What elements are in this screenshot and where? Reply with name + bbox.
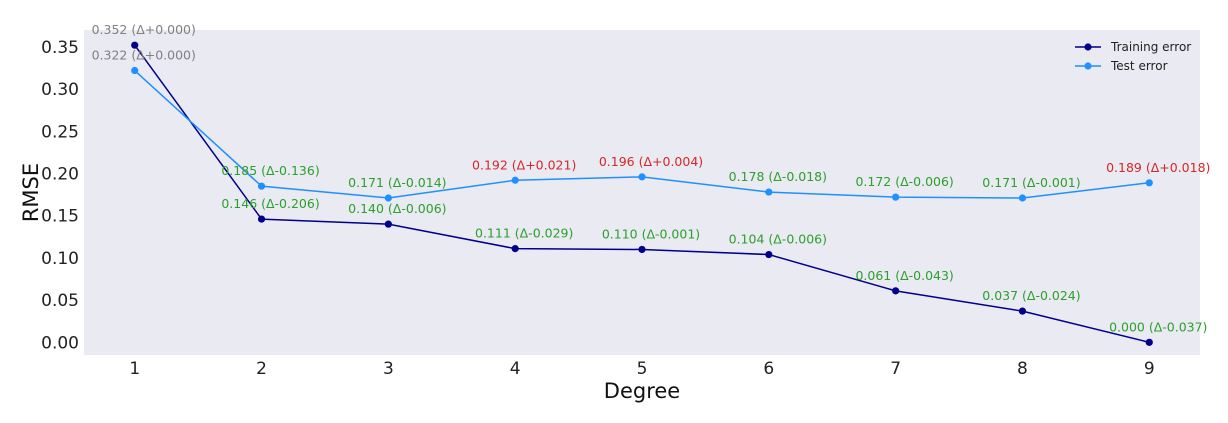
data-point (131, 41, 139, 49)
data-label: 0.196 (Δ+0.004) (599, 154, 703, 169)
y-axis-label: RMSE (19, 163, 43, 222)
data-label: 0.189 (Δ+0.018) (1106, 160, 1210, 175)
x-tick-label: 5 (637, 359, 648, 379)
x-tick-label: 1 (129, 359, 140, 379)
x-axis-label: Degree (604, 379, 680, 403)
plot-background (84, 30, 1200, 355)
y-tick-label: 0.15 (41, 207, 79, 227)
legend-item: Training error (1075, 40, 1191, 54)
x-tick-label: 8 (1017, 359, 1028, 379)
data-point (638, 173, 646, 181)
data-label: 0.037 (Δ-0.024) (982, 288, 1080, 303)
data-label: 0.185 (Δ-0.136) (221, 163, 319, 178)
data-label: 0.192 (Δ+0.021) (472, 157, 576, 172)
data-point (765, 250, 773, 259)
y-tick-label: 0.10 (41, 249, 79, 269)
data-point (384, 194, 392, 202)
x-tick-label: 9 (1144, 359, 1155, 379)
data-point (257, 182, 266, 190)
x-tick-label: 7 (890, 359, 901, 379)
data-label: 0.146 (Δ-0.206) (221, 196, 319, 211)
legend-marker (1084, 62, 1092, 70)
data-point (892, 287, 900, 295)
y-axis-ticks: 0.00 0.05 0.10 0.15 0.20 0.25 0.30 0.35 (41, 38, 79, 353)
data-label: 0.110 (Δ-0.001) (602, 226, 700, 241)
legend-item: Test error (1075, 59, 1168, 73)
data-point (1145, 179, 1153, 187)
x-tick-label: 4 (510, 359, 521, 379)
data-label: 0.171 (Δ-0.014) (348, 175, 446, 190)
data-point (1018, 307, 1027, 315)
series-training-error (131, 41, 1153, 346)
annotation-layer: 0.352 (Δ+0.000) 0.146 (Δ-0.206) 0.140 (Δ-0… (92, 22, 1211, 334)
data-label: 0.172 (Δ-0.006) (855, 174, 953, 189)
data-label: 0.322 (Δ+0.000) (92, 48, 196, 63)
legend-marker (1084, 43, 1092, 51)
data-point (384, 220, 392, 228)
y-tick-label: 0.30 (41, 80, 79, 100)
y-tick-label: 0.35 (41, 38, 79, 58)
legend: Training error Test error (1075, 40, 1191, 73)
data-label: 0.061 (Δ-0.043) (855, 268, 953, 283)
data-label: 0.140 (Δ-0.006) (348, 201, 446, 216)
data-label: 0.104 (Δ-0.006) (729, 232, 827, 247)
data-point (1145, 338, 1153, 346)
data-point (638, 245, 646, 254)
series-layer (131, 41, 1153, 346)
data-point (892, 193, 900, 201)
legend-label: Training error (1110, 40, 1191, 54)
data-label: 0.111 (Δ-0.029) (475, 226, 573, 241)
data-label: 0.178 (Δ-0.018) (729, 169, 827, 184)
x-tick-label: 2 (256, 359, 267, 379)
data-label: 0.352 (Δ+0.000) (92, 22, 196, 37)
data-label: 0.171 (Δ-0.001) (982, 175, 1080, 190)
y-tick-label: 0.20 (41, 165, 79, 185)
data-label: 0.000 (Δ-0.037) (1109, 319, 1207, 334)
y-tick-label: 0.00 (41, 333, 79, 353)
data-point (511, 176, 519, 184)
x-tick-label: 3 (383, 359, 394, 379)
y-tick-label: 0.05 (41, 291, 79, 311)
x-axis-ticks: 1 2 3 4 5 6 7 8 9 (129, 359, 1154, 379)
y-tick-label: 0.25 (41, 122, 79, 142)
data-point (1018, 194, 1027, 202)
data-point (765, 188, 773, 196)
series-test-error (131, 66, 1153, 202)
legend-label: Test error (1110, 59, 1168, 73)
x-tick-label: 6 (763, 359, 774, 379)
data-point (511, 245, 519, 253)
data-point (131, 66, 139, 75)
data-point (257, 215, 266, 223)
